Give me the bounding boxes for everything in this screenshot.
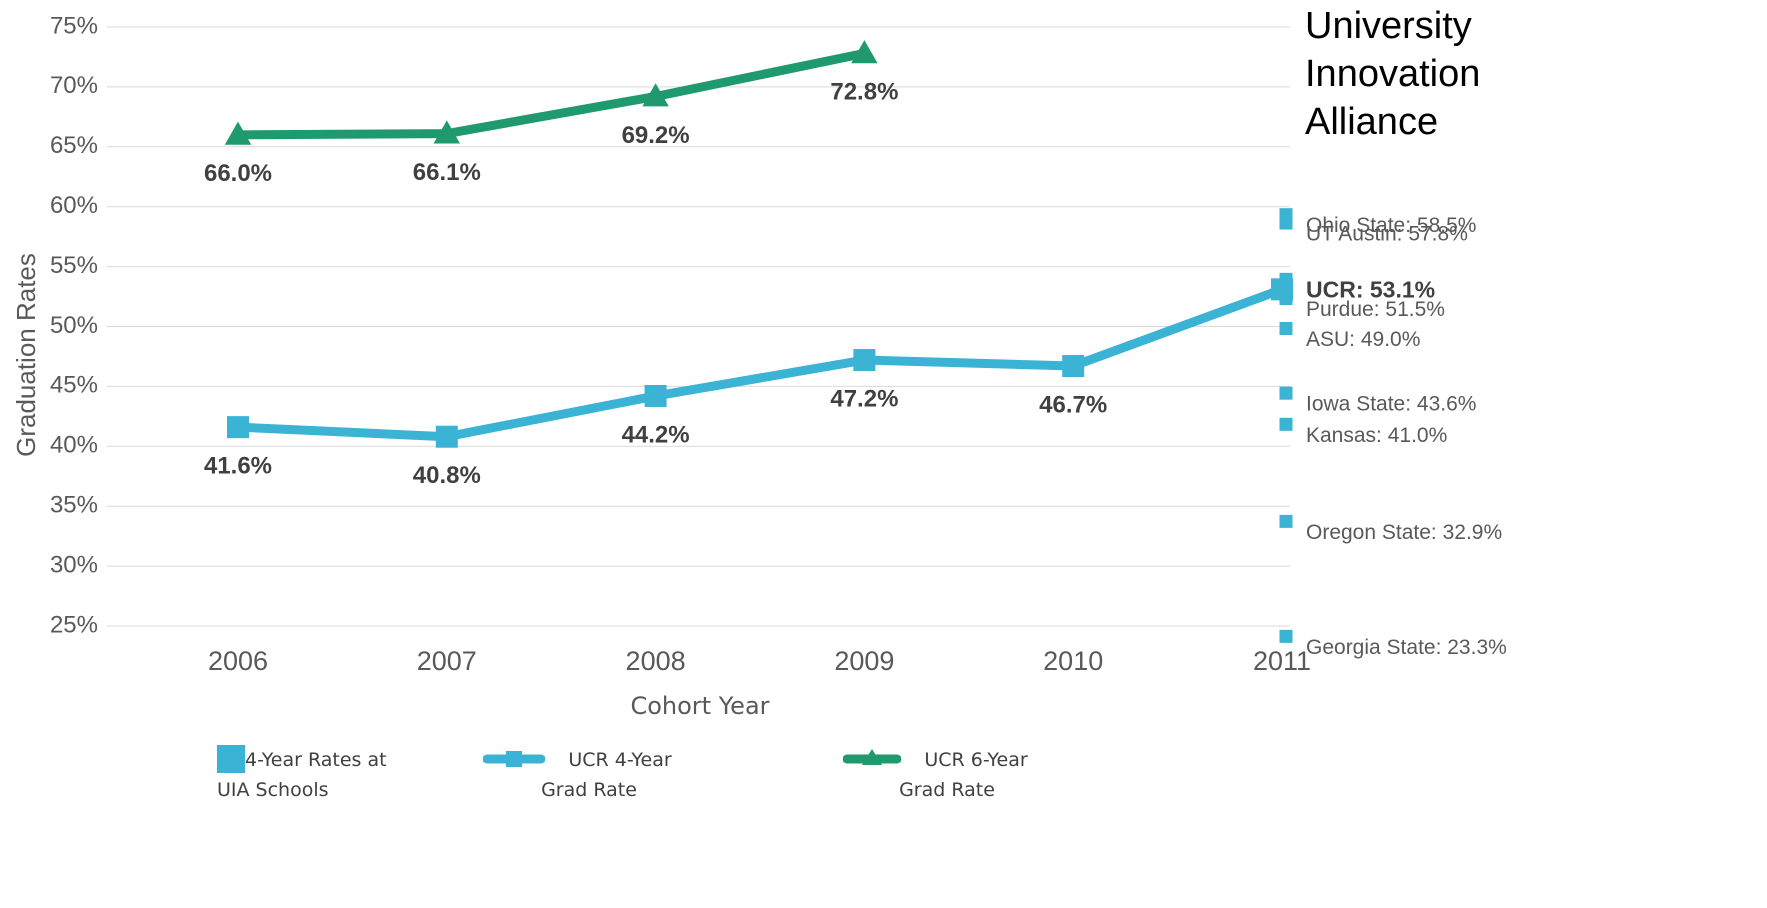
marker (644, 384, 667, 407)
school-label: Oregon State: 32.9% (1306, 521, 1502, 544)
data-label: 69.2% (622, 122, 690, 149)
marker (1062, 355, 1085, 378)
x-tick-label: 2007 (417, 646, 477, 676)
y-tick-label: 25% (50, 611, 98, 638)
swatch-marker (506, 751, 522, 767)
chart-title: University Innovation Alliance (1305, 5, 1481, 143)
school-label: Ohio State: 58.5% (1306, 214, 1476, 237)
y-tick-label: 60% (50, 192, 98, 219)
y-tick-label: 55% (50, 252, 98, 279)
legend-swatch (843, 749, 901, 765)
data-label: 41.6% (204, 452, 272, 479)
y-tick-label: 35% (50, 492, 98, 519)
marker (642, 83, 669, 107)
data-label: 46.7% (1039, 391, 1107, 418)
marker (1279, 292, 1293, 306)
marker (853, 349, 876, 372)
series-line (233, 48, 869, 140)
y-tick-label: 65% (50, 132, 98, 159)
marker (433, 120, 460, 144)
marker (227, 416, 249, 439)
school-label: Purdue: 51.5% (1306, 298, 1445, 321)
x-tick-label: 2006 (208, 646, 268, 676)
legend-entry: 4-Year Rates at UIA Schools (217, 749, 387, 801)
x-tick-label: 2008 (626, 646, 686, 676)
data-label: 40.8% (413, 462, 481, 489)
legend-entry: UCR 6-Year Grad Rate (899, 749, 1028, 801)
y-tick-label: 75% (50, 12, 98, 39)
data-label: 47.2% (830, 385, 898, 412)
legend-swatch (483, 751, 545, 767)
swatch-marker (862, 749, 882, 765)
marker (1279, 417, 1293, 431)
series-line (233, 284, 1287, 442)
marker (1279, 386, 1293, 400)
x-tick-label: 2011 (1253, 646, 1311, 676)
legend-swatch (217, 745, 245, 773)
marker (1279, 514, 1293, 528)
y-tick-label: 40% (50, 432, 98, 459)
x-tick-label: 2010 (1043, 646, 1103, 676)
school-label: UCR: 53.1% (1306, 276, 1435, 302)
marker (435, 425, 458, 448)
marker (1279, 272, 1293, 286)
marker (851, 40, 878, 64)
marker (224, 121, 252, 145)
data-label: 66.0% (204, 160, 272, 187)
school-label: Georgia State: 23.3% (1306, 636, 1507, 659)
data-label: 72.8% (830, 79, 898, 106)
swatch (217, 745, 245, 773)
x-tick-label: 2009 (834, 646, 894, 676)
y-tick-label: 45% (50, 372, 98, 399)
marker (1279, 321, 1293, 335)
legend-entry: UCR 4-Year Grad Rate (541, 749, 672, 801)
school-label: Iowa State: 43.6% (1306, 393, 1476, 416)
marker (1279, 216, 1293, 230)
y-tick-label: 70% (50, 72, 98, 99)
data-label: 66.1% (413, 159, 481, 186)
school-label: ASU: 49.0% (1306, 328, 1420, 351)
x-axis-title: Cohort Year (630, 692, 769, 720)
y-axis-title: Graduation Rates (11, 253, 41, 457)
data-label: 44.2% (622, 421, 690, 448)
marker (1279, 629, 1293, 643)
school-label: UT Austin: 57.8% (1306, 223, 1468, 246)
school-label: Kansas: 41.0% (1306, 424, 1447, 447)
y-tick-label: 50% (50, 312, 98, 339)
y-tick-label: 30% (50, 551, 98, 578)
